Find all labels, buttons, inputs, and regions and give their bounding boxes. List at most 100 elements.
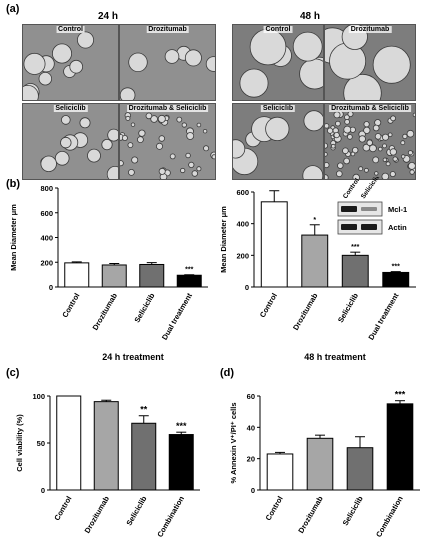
spheroid — [325, 174, 329, 179]
spheroid — [145, 112, 153, 120]
spheroid — [381, 172, 390, 179]
spheroid — [169, 153, 176, 160]
spheroid — [23, 85, 39, 100]
x-tick-label: Dual treatment — [160, 291, 194, 341]
significance-label: *** — [176, 421, 187, 431]
spheroid — [350, 151, 356, 157]
y-axis-label: Mean Diameter μm — [9, 204, 18, 271]
spheroid — [127, 142, 134, 148]
y-tick-label: 800 — [40, 184, 53, 193]
spheroid — [402, 133, 408, 140]
micrograph-texture — [120, 104, 215, 179]
spheroid — [77, 31, 95, 49]
spheroid — [185, 152, 191, 159]
micrograph-24h-1: Control — [22, 24, 119, 101]
y-tick-label: 20 — [247, 455, 255, 464]
spheroid — [191, 170, 198, 177]
spheroid — [342, 147, 349, 155]
spheroid — [107, 128, 118, 142]
spheroid — [325, 142, 328, 149]
micrograph-texture — [23, 25, 118, 100]
blot-lane-label: Seliciclib — [360, 177, 382, 200]
spheroid — [176, 116, 183, 123]
spheroid — [372, 124, 380, 132]
y-tick-label: 0 — [49, 283, 53, 292]
panel-d-label: (d) — [220, 367, 235, 379]
y-tick-label: 40 — [247, 423, 255, 432]
spheroid — [374, 133, 382, 140]
significance-label: * — [313, 217, 316, 224]
spheroid — [60, 136, 72, 149]
spheroid — [202, 129, 208, 134]
spheroid — [352, 147, 359, 154]
spheroid — [343, 125, 352, 134]
bar — [64, 262, 90, 288]
micrograph-48h-4: Drozitumab & Seliciclib — [324, 103, 416, 180]
spheroid — [385, 161, 391, 167]
chart-b-48h: 0 200 400 600 Mean Diameter μm Control * Drozit… — [219, 188, 416, 362]
spheroid — [38, 72, 52, 86]
spheroid — [121, 134, 128, 141]
bar — [101, 264, 127, 288]
spheroid — [150, 115, 158, 123]
spheroid — [400, 154, 406, 159]
micrograph-24h-2: Drozitumab — [119, 24, 216, 101]
spheroid — [344, 119, 350, 125]
x-tick-label: Control — [258, 292, 279, 320]
bar — [266, 453, 294, 491]
spheroid — [363, 121, 370, 128]
spheroid — [120, 160, 124, 167]
spheroid — [156, 142, 164, 150]
micrograph-texture — [120, 25, 215, 100]
micrograph-label: Seliciclib — [53, 105, 88, 112]
spheroid — [233, 139, 246, 159]
x-tick-label: Drozitumab — [291, 291, 320, 332]
spheroid — [158, 167, 166, 175]
micrograph-label: Drozitumab & Seliciclib — [329, 105, 411, 112]
spheroid — [406, 129, 415, 138]
x-tick-label: Drozitumab — [296, 494, 325, 535]
bar — [382, 271, 410, 288]
x-tick-label: Seliciclib — [341, 494, 365, 527]
x-tick-label: Dual treatment — [366, 291, 400, 341]
panel-c-label: (c) — [6, 367, 20, 379]
spheroid — [164, 49, 180, 64]
y-tick-label: 200 — [40, 258, 53, 267]
spheroid — [335, 170, 343, 178]
spheroid — [407, 150, 413, 156]
significance-label: *** — [395, 390, 406, 400]
spheroid — [158, 135, 165, 142]
y-tick-label: 60 — [247, 392, 255, 401]
bar — [139, 263, 165, 288]
micrograph-label: Control — [263, 26, 293, 33]
spheroid — [382, 157, 388, 162]
western-blot-svg: Control Seliciclib Mcl-1 Actin — [337, 173, 407, 235]
bar — [386, 403, 414, 491]
spheroid — [87, 148, 101, 163]
micrograph-48h-1: Control — [232, 24, 324, 101]
blot-band-label: Actin — [388, 223, 407, 232]
spheroid — [358, 135, 366, 143]
spheroid — [188, 161, 195, 169]
spheroid — [372, 156, 380, 164]
spheroid — [409, 169, 415, 175]
spheroid — [343, 157, 350, 165]
blot-band — [361, 207, 377, 211]
micrograph-texture — [325, 104, 415, 179]
spheroid — [23, 52, 46, 75]
spheroid — [347, 111, 354, 117]
panel-a-label: (a) — [6, 3, 20, 15]
spheroid — [196, 122, 202, 128]
spheroid — [408, 162, 415, 170]
y-tick-label: 0 — [245, 283, 249, 292]
x-tick-label: Control — [264, 495, 285, 523]
micrograph-48h-3: Seliciclib — [232, 103, 324, 180]
x-tick-label: Seliciclib — [336, 291, 360, 324]
spheroid — [79, 117, 91, 129]
spheroid — [120, 87, 136, 100]
spheroid — [106, 166, 118, 179]
spheroid — [325, 162, 330, 169]
spheroid — [292, 31, 323, 62]
spheroid — [302, 165, 323, 179]
chart-b-24h: 0 200 400 600 800 Mean Diameter μm Control Droz… — [9, 184, 208, 362]
